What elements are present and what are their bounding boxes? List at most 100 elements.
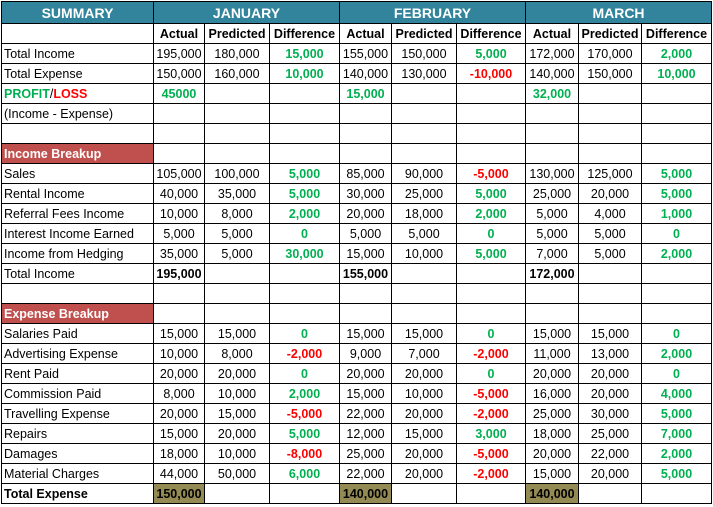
cell-text: 10,000 — [404, 386, 444, 401]
header-cell: FEBRUARY — [339, 1, 526, 24]
subheader-cell: Actual — [525, 23, 579, 44]
cell-text: -8,000 — [286, 446, 323, 461]
cell: 155,000 — [339, 263, 392, 284]
cell-text: 10,000 — [159, 346, 199, 361]
cell: 172,000 — [525, 43, 579, 64]
cell-text: 5,000 — [163, 226, 195, 241]
cell — [578, 283, 642, 304]
cell: Total Income — [1, 43, 154, 64]
cell: 9,000 — [339, 343, 392, 364]
cell — [391, 123, 457, 144]
cell — [1, 23, 154, 44]
table-row: Total Income 195,000 155,000 172,000 — [1, 263, 712, 284]
cell: 100,000 — [204, 163, 270, 184]
cell: 4,000 — [578, 203, 642, 224]
cell — [269, 283, 340, 304]
cell — [269, 83, 340, 104]
cell: 8,000 — [153, 383, 205, 404]
cell-text: 40,000 — [159, 186, 199, 201]
cell — [391, 303, 457, 324]
cell-text: 5,000 — [660, 406, 693, 421]
cell-text: MARCH — [592, 4, 645, 21]
cell: 22,000 — [578, 443, 642, 464]
cell-text: 0 — [301, 366, 308, 381]
header-row: SUMMARY JANUARY FEBRUARY MARCH — [1, 1, 712, 24]
cell — [204, 303, 270, 324]
cell: 15,000 — [339, 243, 392, 264]
table-row: Salaries Paid 15,000 15,000 0 15,000 15,000 0 1… — [1, 323, 712, 344]
cell-text: 0 — [673, 326, 680, 341]
cell-text: 32,000 — [532, 86, 572, 101]
cell: -2,000 — [269, 343, 340, 364]
cell: 18,000 — [391, 203, 457, 224]
cell — [153, 283, 205, 304]
cell-text: 7,000 — [536, 246, 568, 261]
cell: 130,000 — [525, 163, 579, 184]
cell-text: 4,000 — [594, 206, 626, 221]
cell-text: 20,000 — [404, 366, 444, 381]
cell: 1,000 — [641, 203, 712, 224]
header-cell: MARCH — [525, 1, 712, 24]
cell: 15,000 — [391, 423, 457, 444]
subheader-cell: Difference — [641, 23, 712, 44]
subheader-row: Actual Predicted Difference Actual Predicted… — [1, 23, 712, 44]
cell — [269, 303, 340, 324]
cell-text: 130,000 — [529, 166, 575, 181]
cell-text: 20,000 — [159, 406, 199, 421]
cell: 10,000 — [204, 443, 270, 464]
cell-text: 10,000 — [159, 206, 199, 221]
cell — [641, 103, 712, 124]
cell-text: 155,000 — [342, 266, 389, 281]
cell: -2,000 — [456, 403, 526, 424]
cell: 25,000 — [578, 423, 642, 444]
cell: 15,000 — [269, 43, 340, 64]
cell — [339, 143, 392, 164]
cell: 5,000 — [204, 243, 270, 264]
cell — [641, 83, 712, 104]
cell: 20,000 — [153, 363, 205, 384]
cell-text: 172,000 — [529, 266, 575, 281]
cell-text: 15,000 — [285, 46, 324, 61]
cell: Rental Income — [1, 183, 154, 204]
cell: 5,000 — [578, 223, 642, 244]
cell-text: 20,000 — [404, 466, 444, 481]
cell-text: 11,000 — [533, 346, 571, 361]
subheader-cell: Difference — [456, 23, 526, 44]
cell: Repairs — [1, 423, 154, 444]
cell: 15,000 — [525, 323, 579, 344]
cell: 16,000 — [525, 383, 579, 404]
cell-text: Repairs — [4, 426, 48, 441]
cell: Income Breakup — [1, 143, 154, 164]
cell-text: 5,000 — [660, 186, 693, 201]
cell-text: 20,000 — [159, 366, 199, 381]
cell — [153, 123, 205, 144]
cell: 2,000 — [641, 343, 712, 364]
cell-text: Income from Hedging — [4, 246, 124, 261]
cell: 5,000 — [456, 243, 526, 264]
cell: 7,000 — [391, 343, 457, 364]
cell: 15,000 — [578, 323, 642, 344]
cell-text: 5,000 — [536, 226, 568, 241]
cell-text: 20,000 — [532, 446, 572, 461]
cell: 5,000 — [204, 223, 270, 244]
cell-text: 10,000 — [285, 66, 324, 81]
cell: 15,000 — [339, 83, 392, 104]
cell: 10,000 — [391, 383, 457, 404]
cell-text: 30,000 — [590, 406, 630, 421]
cell: 20,000 — [578, 363, 642, 384]
cell: 10,000 — [641, 63, 712, 84]
cell — [269, 143, 340, 164]
cell: 172,000 — [525, 263, 579, 284]
cell: 150,000 — [153, 483, 205, 504]
cell-text: 5,000 — [221, 246, 253, 261]
cell: 18,000 — [525, 423, 579, 444]
table-row: PROFIT/LOSS 45000 15,000 32,000 — [1, 83, 712, 104]
cell: 5,000 — [641, 163, 712, 184]
cell-text: 25,000 — [532, 186, 572, 201]
cell — [153, 103, 205, 124]
cell — [204, 483, 270, 504]
cell-text: -5,000 — [473, 386, 509, 401]
cell: 150,000 — [153, 63, 205, 84]
cell-text: 15,000 — [590, 326, 630, 341]
cell: 3,000 — [456, 423, 526, 444]
